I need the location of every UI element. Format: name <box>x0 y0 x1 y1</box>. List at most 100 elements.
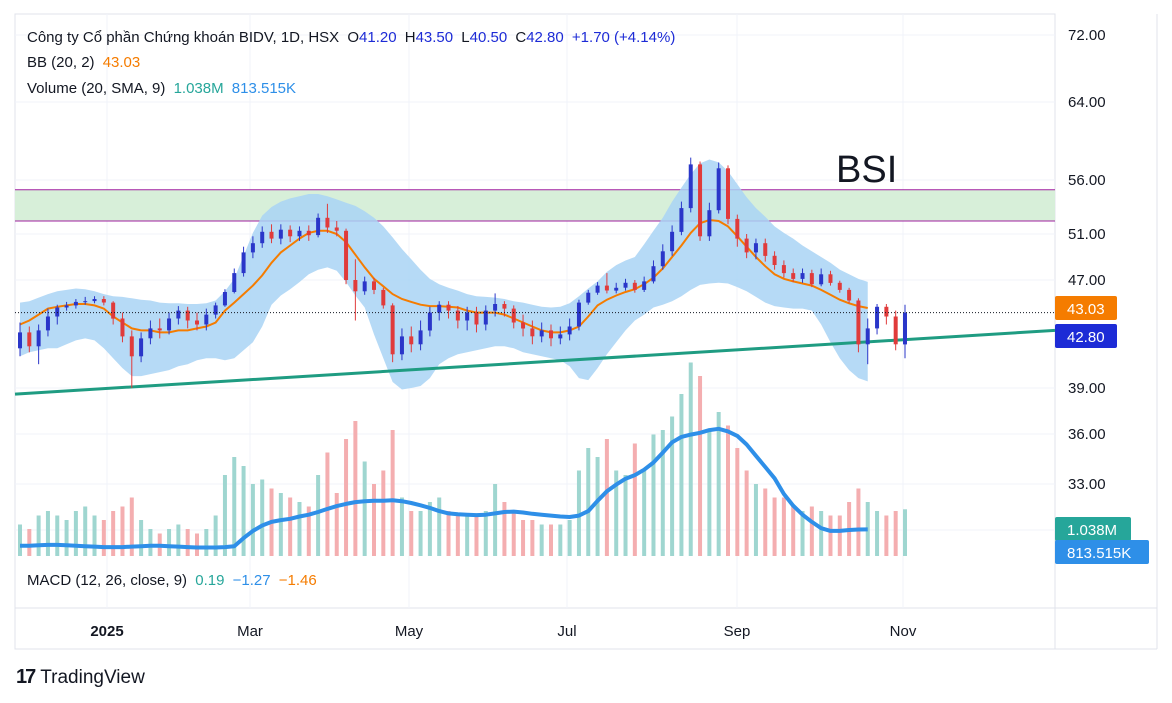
volume-bar <box>865 502 870 556</box>
volume-bar <box>698 376 703 556</box>
volume-bar <box>875 511 880 556</box>
volume-bar <box>409 511 414 556</box>
candle-body <box>604 285 609 291</box>
volume-bar <box>474 515 479 556</box>
volume-bar <box>399 497 404 556</box>
candle-body <box>278 229 283 239</box>
volume-bar <box>381 470 386 556</box>
candle-body <box>660 251 665 267</box>
candle-body <box>530 328 535 337</box>
candle-body <box>763 243 768 256</box>
volume-bar <box>176 524 181 556</box>
price-change: +1.70 (+4.14%) <box>571 29 676 46</box>
candle-body <box>688 164 693 209</box>
candle-body <box>55 307 60 317</box>
candle-body <box>64 305 69 308</box>
legend-volume-row[interactable]: Volume (20, SMA, 9) 1.038M 813.515K <box>27 80 300 97</box>
tradingview-logo[interactable]: 17 TradingView <box>16 666 145 689</box>
bb-value: 43.03 <box>102 54 141 71</box>
candle-body <box>325 217 330 228</box>
volume-bar <box>129 497 134 556</box>
volume-bar <box>903 509 907 556</box>
volume-bar <box>763 488 768 556</box>
time-axis[interactable]: 2025 Mar May Jul Sep Nov <box>90 623 917 640</box>
volume-sma-value: 813.515K <box>231 80 297 97</box>
candle-body <box>241 252 246 274</box>
candle-body <box>465 312 470 321</box>
volume-bar <box>455 515 460 556</box>
candle-body <box>614 287 619 291</box>
candle-body <box>707 210 712 237</box>
candle-body <box>101 299 106 303</box>
volume-bar <box>753 484 758 556</box>
volume-bar <box>353 421 358 556</box>
bsi-annotation: BSI <box>836 149 897 191</box>
volume-bar <box>809 506 814 556</box>
volume-bar <box>64 520 69 556</box>
volume-bar <box>707 430 712 556</box>
candle-body <box>362 281 367 292</box>
volume-label: Volume (20, SMA, 9) <box>27 80 166 97</box>
volume-bar <box>73 511 78 556</box>
volume-bar <box>623 475 628 556</box>
candle-body <box>213 305 218 315</box>
bb-basis-line <box>19 218 868 334</box>
resistance-zone-fill <box>15 189 1055 222</box>
candle-body <box>893 316 898 345</box>
volume-bar <box>316 475 321 556</box>
resistance-zone <box>15 189 1055 222</box>
last-price-badge: 42.80 <box>1067 329 1105 346</box>
volume-bar <box>791 506 796 556</box>
candle-body <box>344 230 349 280</box>
volume-bar <box>856 488 861 556</box>
candle-body <box>539 330 544 337</box>
candle-body <box>73 301 78 306</box>
price-tick-label: 47.00 <box>1068 272 1106 289</box>
candle-body <box>502 304 507 309</box>
candle-body <box>437 304 442 313</box>
time-tick-label: Mar <box>237 623 263 640</box>
candle-body <box>474 312 479 325</box>
legend-macd-row[interactable]: MACD (12, 26, close, 9) 0.19 −1.27 −1.46 <box>27 572 321 589</box>
tradingview-logo-icon: 17 <box>16 666 36 688</box>
candle-body <box>642 281 647 290</box>
candle-body <box>819 274 824 285</box>
candle-body <box>632 282 637 290</box>
legend-bb-row[interactable]: BB (20, 2) 43.03 <box>27 54 144 71</box>
price-axis[interactable]: 72.00 64.00 56.00 51.00 47.00 39.00 36.00 33.00… <box>1055 27 1149 564</box>
price-tick-label: 51.00 <box>1068 226 1106 243</box>
candle-body <box>856 300 861 345</box>
volume-bar <box>250 484 255 556</box>
candle-body <box>120 318 125 337</box>
volume-bar <box>772 497 777 556</box>
candle-body <box>698 164 703 237</box>
time-tick-label: Sep <box>724 623 751 640</box>
candle-body <box>828 274 833 283</box>
candle-body <box>446 304 451 311</box>
price-tick-label: 36.00 <box>1068 426 1106 443</box>
candle-body <box>418 330 423 345</box>
candle-body <box>521 322 526 329</box>
candle-body <box>83 301 88 303</box>
volume-bar <box>418 511 423 556</box>
candle-body <box>576 302 581 327</box>
candle-body <box>865 328 870 345</box>
volume-bar <box>83 506 88 556</box>
candle-body <box>800 273 805 279</box>
candle-body <box>390 305 395 355</box>
candle-body <box>148 328 153 339</box>
volume-bar <box>576 470 581 556</box>
time-tick-label: 2025 <box>90 623 123 640</box>
candle-body <box>129 336 134 357</box>
volume-bar <box>334 493 339 556</box>
volume-bar <box>120 506 125 556</box>
volume-bar <box>232 457 237 556</box>
legend-symbol-row: Công ty Cổ phần Chứng khoán BIDV, 1D, HS… <box>27 29 679 46</box>
price-tick-label: 72.00 <box>1068 27 1106 44</box>
last-price-badge-bg <box>1055 324 1117 348</box>
candle-body <box>297 230 302 237</box>
bb-label: BB (20, 2) <box>27 54 95 71</box>
volume-bar <box>195 533 199 556</box>
volume-sma-badge-bg <box>1055 540 1149 564</box>
